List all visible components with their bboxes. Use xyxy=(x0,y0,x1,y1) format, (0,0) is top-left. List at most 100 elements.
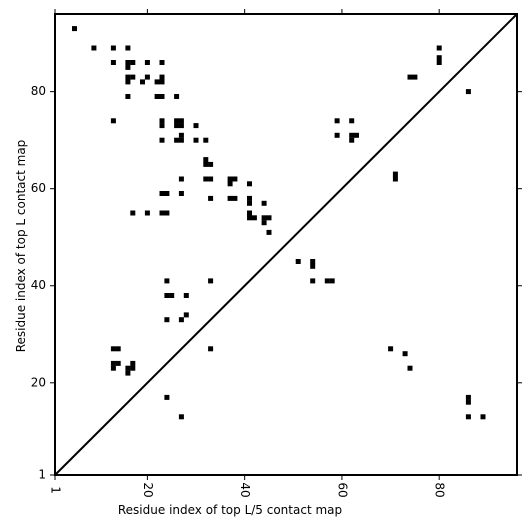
contact-point xyxy=(178,137,184,143)
contact-point xyxy=(159,74,165,80)
contact-point xyxy=(261,200,267,206)
contact-point xyxy=(154,79,160,85)
contact-point xyxy=(130,74,136,80)
contact-point xyxy=(72,26,77,32)
contact-point xyxy=(227,181,233,187)
contact-point xyxy=(178,123,184,129)
contact-point xyxy=(178,118,184,124)
contact-point xyxy=(125,64,131,70)
contact-point xyxy=(159,137,165,143)
contact-point xyxy=(110,346,116,352)
contact-point xyxy=(247,215,252,221)
y-axis-label: Residue index of top L contact map xyxy=(14,140,28,353)
contact-point xyxy=(392,171,398,177)
contact-point xyxy=(169,293,175,298)
contact-point xyxy=(125,79,131,85)
contact-point xyxy=(159,191,165,196)
contact-point xyxy=(310,278,316,284)
contact-point xyxy=(407,365,413,371)
contact-point xyxy=(392,176,398,182)
contact-point xyxy=(110,360,116,366)
contact-point xyxy=(159,123,165,129)
contact-point xyxy=(349,137,355,143)
contact-point xyxy=(208,176,214,182)
contact-point xyxy=(159,79,165,85)
x-tick-label: 60 xyxy=(335,482,349,497)
contact-point xyxy=(251,215,257,221)
contact-point xyxy=(164,394,170,400)
contact-point xyxy=(164,317,170,323)
y-tick-label: 20 xyxy=(31,375,46,389)
contact-point xyxy=(110,60,116,65)
x-tick-label: 20 xyxy=(141,482,155,497)
contact-point xyxy=(295,259,301,264)
contact-point xyxy=(125,60,131,65)
contact-point xyxy=(130,60,136,65)
contact-point xyxy=(140,79,145,85)
contact-point xyxy=(203,176,209,182)
x-tick-label: 40 xyxy=(238,482,252,497)
contact-point xyxy=(407,74,413,80)
contact-point xyxy=(183,312,189,318)
contact-point xyxy=(178,414,184,420)
points-layer xyxy=(72,26,486,420)
contact-point xyxy=(178,191,184,196)
x-tick-label: 80 xyxy=(433,482,447,497)
contact-point xyxy=(208,278,214,284)
contact-point xyxy=(110,45,116,51)
contact-point xyxy=(329,278,335,284)
contact-point xyxy=(436,45,442,51)
contact-point xyxy=(159,94,165,99)
contact-point xyxy=(144,60,150,65)
contact-point xyxy=(174,123,180,129)
y-tick-label: 1 xyxy=(38,468,46,482)
contact-point xyxy=(115,346,121,352)
contact-point xyxy=(412,74,418,80)
contact-point xyxy=(159,210,165,216)
contact-point xyxy=(247,210,252,216)
contact-point xyxy=(266,229,272,235)
contact-point xyxy=(178,317,184,323)
contact-point xyxy=(310,259,316,264)
contact-point xyxy=(465,394,471,400)
plot-frame xyxy=(54,13,518,476)
contact-point xyxy=(208,161,214,167)
contact-point xyxy=(178,132,184,138)
contact-point xyxy=(174,94,180,99)
diagonal-line xyxy=(54,13,518,476)
contact-point xyxy=(203,137,209,143)
contact-point xyxy=(130,360,136,366)
contact-point xyxy=(144,74,150,80)
contact-point xyxy=(349,118,355,124)
contact-point xyxy=(130,210,136,216)
contact-point xyxy=(125,74,131,80)
ticks-layer: 1 20 40 60 80 1 20 40 60 80 xyxy=(31,9,522,498)
contact-point xyxy=(465,399,471,405)
contact-point xyxy=(354,132,359,138)
contact-point xyxy=(402,351,408,357)
contact-point xyxy=(227,176,233,182)
contact-point xyxy=(261,215,267,221)
contact-point xyxy=(144,210,150,216)
contact-point xyxy=(465,89,471,95)
contact-point xyxy=(110,365,116,371)
y-tick-label: 60 xyxy=(31,181,46,195)
contact-point xyxy=(310,263,316,269)
contact-point xyxy=(159,118,165,124)
contact-point xyxy=(164,191,170,196)
contact-point xyxy=(164,210,170,216)
contact-point xyxy=(324,278,330,284)
contact-point xyxy=(193,137,199,143)
contact-point xyxy=(247,200,252,206)
contact-point xyxy=(130,365,136,371)
contact-point xyxy=(183,293,189,298)
contact-point xyxy=(125,94,131,99)
contact-point xyxy=(465,414,471,420)
contact-point xyxy=(436,55,442,61)
contact-point xyxy=(247,181,252,187)
contact-point xyxy=(110,118,116,124)
contact-point xyxy=(388,346,394,352)
y-tick-label: 80 xyxy=(31,84,46,98)
contact-point xyxy=(164,278,170,284)
